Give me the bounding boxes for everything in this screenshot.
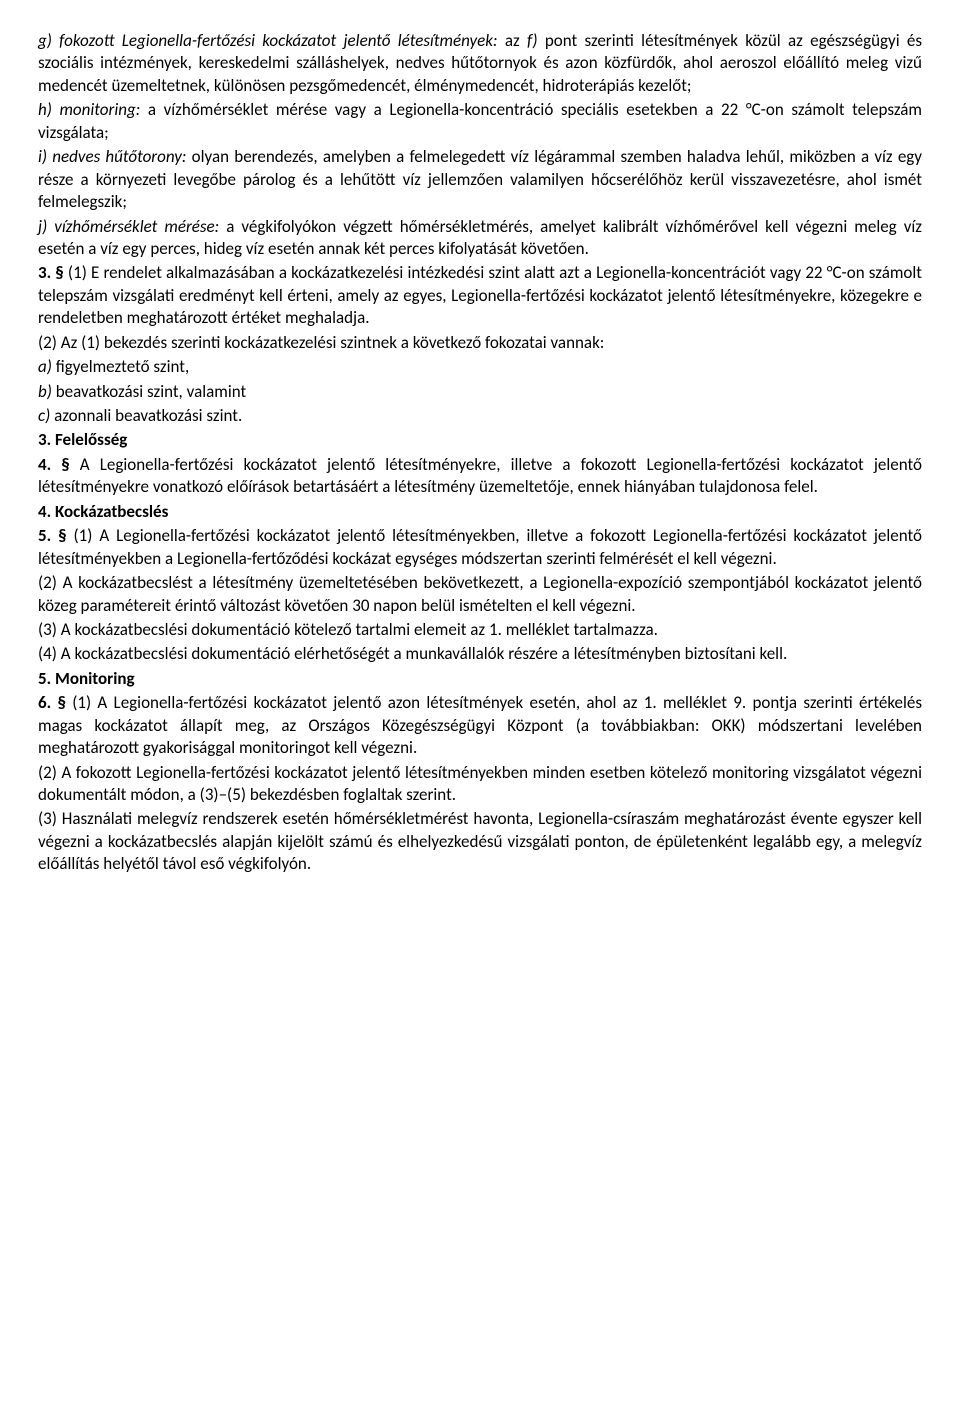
text-segment: 4. § [38, 454, 70, 475]
paragraph: 4. Kockázatbecslés [38, 501, 922, 523]
paragraph: h) monitoring: a vízhőmérséklet mérése v… [38, 99, 922, 144]
paragraph: c) azonnali beavatkozási szint. [38, 405, 922, 427]
text-segment: (4) A kockázatbecslési dokumentáció elér… [38, 643, 787, 664]
paragraph: (2) A kockázatbecslést a létesítmény üze… [38, 572, 922, 617]
text-segment: g) fokozott Legionella-fertőzési kockáza… [38, 30, 498, 51]
text-segment: (2) A kockázatbecslést a létesítmény üze… [38, 572, 922, 615]
text-segment: azonnali beavatkozási szint. [50, 405, 242, 426]
paragraph: 5. Monitoring [38, 668, 922, 690]
text-segment: beavatkozási szint, valamint [52, 381, 246, 402]
document-body: g) fokozott Legionella-fertőzési kockáza… [38, 30, 922, 876]
paragraph: (3) Használati melegvíz rendszerek eseté… [38, 808, 922, 875]
paragraph: (2) Az (1) bekezdés szerinti kockázatkez… [38, 332, 922, 354]
paragraph: 5. § (1) A Legionella-fertőzési kockázat… [38, 525, 922, 570]
paragraph: j) vízhőmérséklet mérése: a végkifolyóko… [38, 216, 922, 261]
paragraph: 4. § A Legionella-fertőzési kockázatot j… [38, 454, 922, 499]
text-segment: b) [38, 381, 52, 402]
text-segment: i) nedves hűtőtorony: [38, 146, 186, 167]
text-segment: 3. § [38, 262, 64, 283]
text-segment: (1) A Legionella-fertőzési kockázatot je… [38, 525, 922, 568]
paragraph: 3. Felelősség [38, 429, 922, 451]
text-segment: h) monitoring: [38, 99, 140, 120]
text-segment: 5. § [38, 525, 67, 546]
text-segment: j) vízhőmérséklet mérése: [38, 216, 219, 237]
text-segment: 6. § [38, 692, 66, 713]
text-segment: (2) A fokozott Legionella-fertőzési kock… [38, 762, 922, 805]
text-segment: 4. Kockázatbecslés [38, 501, 168, 522]
text-segment: A Legionella-fertőzési kockázatot jelent… [38, 454, 922, 497]
text-segment: a) [38, 356, 52, 377]
text-segment: 5. Monitoring [38, 668, 135, 689]
paragraph: b) beavatkozási szint, valamint [38, 381, 922, 403]
paragraph: i) nedves hűtőtorony: olyan berendezés, … [38, 146, 922, 213]
paragraph: (2) A fokozott Legionella-fertőzési kock… [38, 762, 922, 807]
paragraph: 6. § (1) A Legionella-fertőzési kockázat… [38, 692, 922, 759]
paragraph: a) figyelmeztető szint, [38, 356, 922, 378]
text-segment: a vízhőmérséklet mérése vagy a Legionell… [38, 99, 922, 142]
text-segment: (3) Használati melegvíz rendszerek eseté… [38, 808, 922, 874]
text-segment: (1) A Legionella-fertőzési kockázatot je… [38, 692, 922, 758]
text-segment: (2) Az (1) bekezdés szerinti kockázatkez… [38, 332, 604, 353]
paragraph: 3. § (1) E rendelet alkalmazásában a koc… [38, 262, 922, 329]
paragraph: (4) A kockázatbecslési dokumentáció elér… [38, 643, 922, 665]
text-segment: f) [527, 30, 538, 51]
paragraph: g) fokozott Legionella-fertőzési kockáza… [38, 30, 922, 97]
paragraph: (3) A kockázatbecslési dokumentáció köte… [38, 619, 922, 641]
text-segment: 3. Felelősség [38, 429, 127, 450]
text-segment: c) [38, 405, 50, 426]
text-segment: az [498, 30, 527, 51]
text-segment: figyelmeztető szint, [52, 356, 189, 377]
text-segment: (3) A kockázatbecslési dokumentáció köte… [38, 619, 658, 640]
text-segment: (1) E rendelet alkalmazásában a kockázat… [38, 262, 922, 328]
